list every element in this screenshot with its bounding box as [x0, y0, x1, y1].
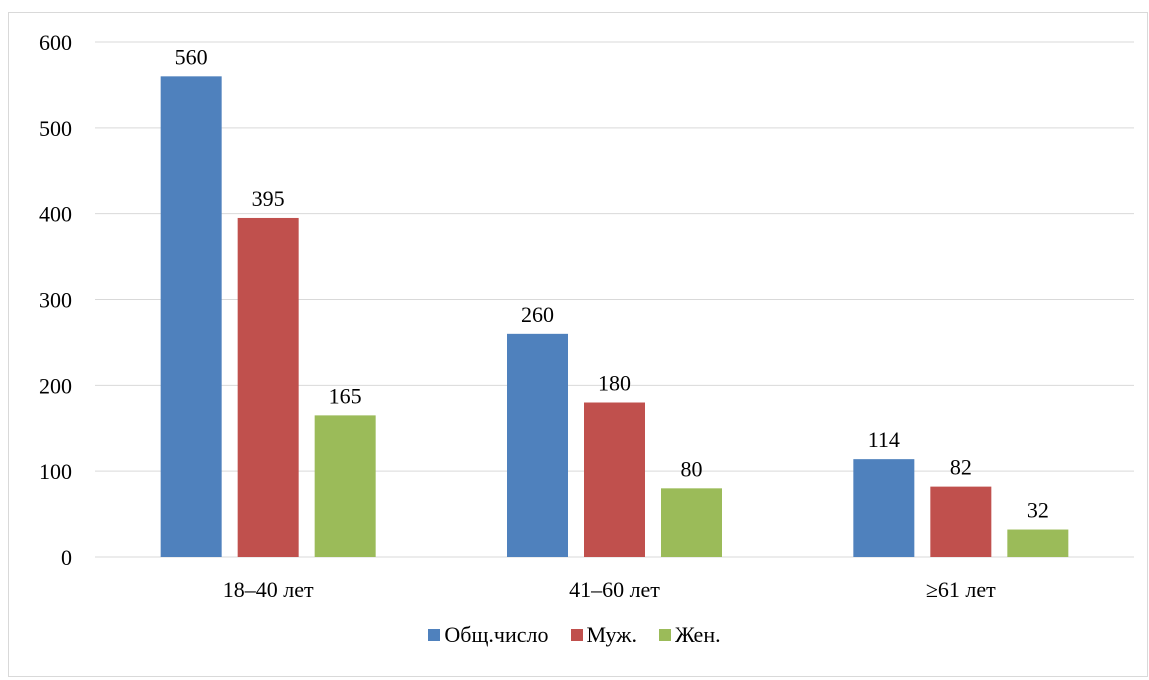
bar: [237, 217, 299, 558]
y-axis-ticks: 0 100 200 300 400 500 600: [39, 30, 72, 570]
bars: [160, 76, 1069, 558]
data-labels: 560 395 165 260 180 80 114 82 32: [175, 44, 1049, 522]
legend-item: Муж.: [570, 622, 637, 648]
legend-swatch: [658, 629, 671, 641]
data-label: 395: [252, 186, 285, 211]
data-label: 82: [950, 455, 972, 480]
bar: [507, 333, 568, 557]
data-label: 32: [1027, 498, 1049, 523]
y-tick-label: 100: [39, 459, 72, 484]
legend-item: Общ.число: [428, 622, 549, 648]
data-label: 260: [521, 302, 554, 327]
y-tick-label: 0: [61, 545, 72, 570]
data-label: 165: [329, 383, 362, 408]
data-label: 560: [175, 44, 208, 69]
x-axis-ticks: 18–40 лет 41–60 лет ≥61 лет: [223, 577, 996, 602]
legend-label: Муж.: [586, 622, 637, 647]
x-tick-label: 41–60 лет: [569, 577, 660, 602]
x-tick-label: 18–40 лет: [223, 577, 314, 602]
legend-label: Жен.: [674, 622, 721, 647]
y-tick-label: 300: [39, 288, 72, 313]
bar: [661, 488, 722, 557]
legend-swatch: [428, 629, 441, 641]
y-tick-label: 500: [39, 116, 72, 141]
bar: [853, 459, 915, 557]
bar: [160, 76, 222, 557]
bar: [1007, 529, 1069, 557]
legend-label: Общ.число: [444, 622, 549, 647]
y-tick-label: 400: [39, 202, 72, 227]
legend: Общ.число Муж. Жен.: [0, 622, 1149, 648]
y-tick-label: 200: [39, 373, 72, 398]
bar: [930, 486, 992, 557]
bar: [314, 415, 376, 557]
x-tick-label: ≥61 лет: [926, 577, 996, 602]
y-tick-label: 600: [39, 30, 72, 55]
bar: [584, 402, 645, 557]
legend-swatch: [570, 629, 583, 641]
data-label: 180: [598, 371, 631, 396]
data-label: 80: [681, 456, 703, 481]
legend-item: Жен.: [658, 622, 721, 648]
data-label: 114: [868, 427, 900, 452]
